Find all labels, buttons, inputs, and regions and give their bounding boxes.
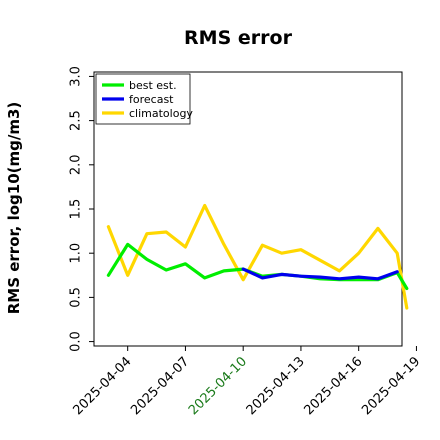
x-tick-label: 2025-04-19 [359, 354, 423, 418]
y-tick-label: 1.0 [69, 243, 84, 264]
legend-label: climatology [129, 107, 193, 120]
series-line-climatology [106, 203, 409, 310]
legend-label: best est. [129, 79, 177, 92]
x-tick-label: 2025-04-04 [70, 354, 134, 418]
plot-area: 0.0 0.5 1.0 1.5 2.0 2.5 3.0 2025-04-042025-04-0… [69, 66, 424, 418]
series-line-forecast [241, 267, 399, 281]
y-tick-label: 2.0 [69, 154, 84, 175]
y-tick-label: 2.5 [69, 110, 84, 131]
x-tick-label: 2025-04-13 [244, 354, 308, 418]
x-tick-label: 2025-04-16 [301, 354, 365, 418]
x-tick-label: 2025-04-07 [128, 354, 192, 418]
y-tick-label: 1.5 [69, 199, 84, 220]
series-line-best-est [106, 242, 245, 280]
x-tick-label: 2025-04-10 [186, 354, 250, 418]
y-tick-label: 0.0 [69, 331, 84, 352]
y-tick-label: 0.5 [69, 287, 84, 308]
y-tick-label: 3.0 [69, 66, 84, 87]
y-axis-label: RMS error, log10(mg/m3) [5, 102, 23, 315]
legend-label: forecast [129, 93, 174, 106]
chart-title: RMS error [184, 27, 293, 49]
